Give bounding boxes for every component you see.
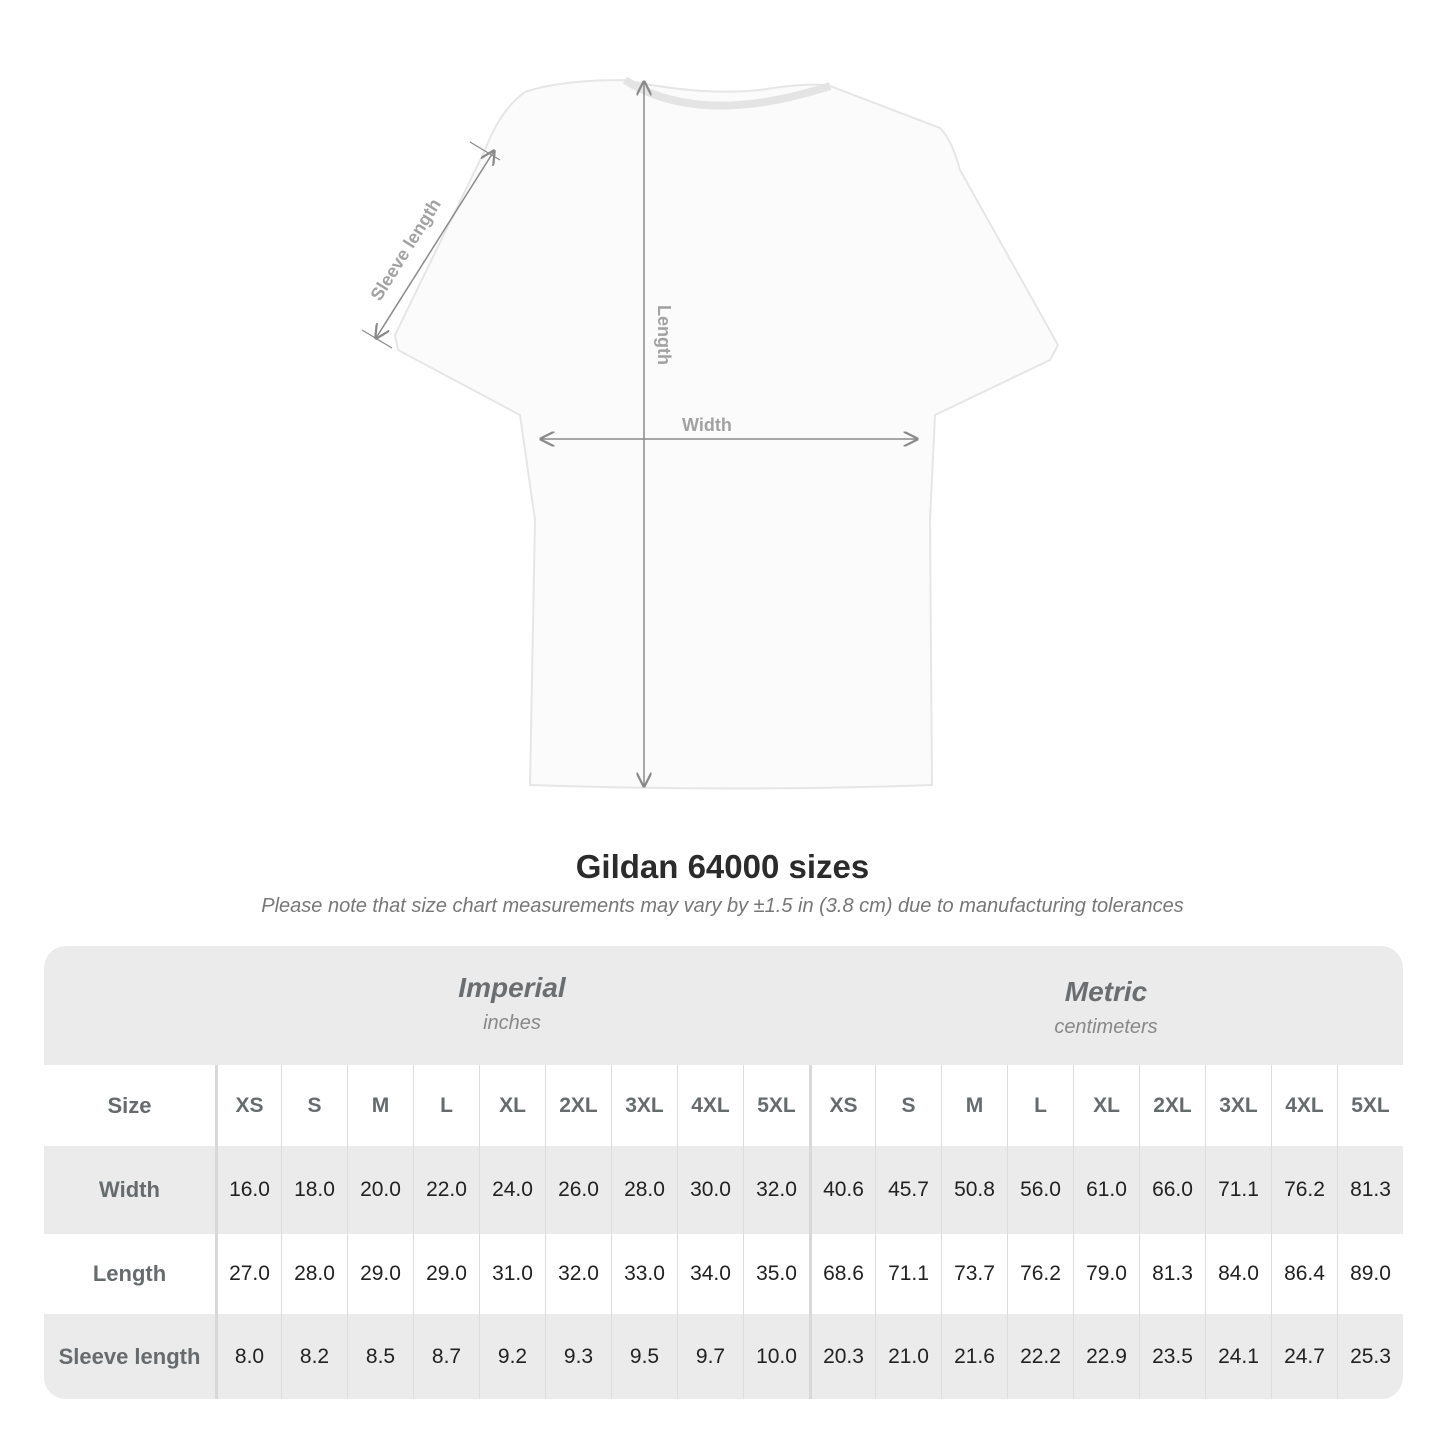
metric-value-cell: 68.6 [809,1234,875,1314]
size-header-cell: 3XL [1205,1065,1271,1146]
imperial-value-cell: 8.7 [413,1314,479,1399]
metric-value-cell: 24.1 [1205,1314,1271,1399]
metric-value-cell: 76.2 [1271,1146,1337,1234]
metric-value-cell: 84.0 [1205,1234,1271,1314]
imperial-value-cell: 28.0 [611,1146,677,1234]
imperial-value-cell: 9.3 [545,1314,611,1399]
imperial-value-cell: 35.0 [743,1234,809,1314]
metric-value-cell: 20.3 [809,1314,875,1399]
metric-value-cell: 21.0 [875,1314,941,1399]
sleeve-length-arrow [376,151,494,338]
imperial-value-cell: 33.0 [611,1234,677,1314]
tshirt-diagram: Sleeve length Length Width [361,76,1060,790]
imperial-value-cell: 29.0 [413,1234,479,1314]
metric-value-cell: 56.0 [1007,1146,1073,1234]
row-label: Length [92,1261,167,1286]
metric-value-cell: 73.7 [941,1234,1007,1314]
table-row: Sleeve length 8.0 8.2 8.5 8.7 9.2 9.3 9.5 9.7 10.… [44,1314,1403,1399]
metric-unit: centimeters [1054,1016,1158,1038]
imperial-value-cell: 31.0 [479,1234,545,1314]
length-label: Length [654,305,674,365]
metric-value-cell: 40.6 [809,1146,875,1234]
imperial-value-cell: 10.0 [743,1314,809,1399]
size-header-cell: 4XL [1271,1065,1337,1146]
size-header-cell: S [875,1065,941,1146]
table-row: Length 27.0 28.0 29.0 29.0 31.0 32.0 33.0 34.0 35… [44,1234,1403,1314]
size-header-cell: 5XL [1337,1065,1403,1146]
imperial-value-cell: 9.2 [479,1314,545,1399]
imperial-label: Imperial [458,972,566,1003]
metric-value-cell: 71.1 [875,1234,941,1314]
size-header-cell: 2XL [1139,1065,1205,1146]
table-row: Width 16.0 18.0 20.0 22.0 24.0 26.0 28.0 30.0 32.… [44,1146,1403,1234]
imperial-value-cell: 26.0 [545,1146,611,1234]
metric-value-cell: 23.5 [1139,1314,1205,1399]
imperial-value-cell: 8.0 [215,1314,281,1399]
size-table: Imperial inches Metric centimeters Size X… [44,946,1403,1399]
metric-value-cell: 61.0 [1073,1146,1139,1234]
width-label: Width [682,415,732,435]
size-header-cell: 5XL [743,1065,809,1146]
size-header-cell: 4XL [677,1065,743,1146]
size-header-cell: XL [1073,1065,1139,1146]
metric-value-cell: 81.3 [1337,1146,1403,1234]
row-label: Width [99,1177,160,1202]
metric-value-cell: 76.2 [1007,1234,1073,1314]
imperial-value-cell: 32.0 [743,1146,809,1234]
size-header-cell: XS [215,1065,281,1146]
metric-value-cell: 79.0 [1073,1234,1139,1314]
size-header-cell: XS [809,1065,875,1146]
imperial-value-cell: 30.0 [677,1146,743,1234]
metric-value-cell: 21.6 [941,1314,1007,1399]
imperial-value-cell: 29.0 [347,1234,413,1314]
metric-value-cell: 50.8 [941,1146,1007,1234]
size-header-cell: S [281,1065,347,1146]
size-header-row: Size XS S M L XL 2XL 3XL 4XL 5XL XS S M L XL 2XL 3XL 4XL 5… [44,1065,1403,1146]
metric-value-cell: 22.2 [1007,1314,1073,1399]
tolerance-note: Please note that size chart measurements… [261,895,1184,917]
imperial-value-cell: 32.0 [545,1234,611,1314]
imperial-value-cell: 34.0 [677,1234,743,1314]
metric-value-cell: 22.9 [1073,1314,1139,1399]
imperial-value-cell: 22.0 [413,1146,479,1234]
imperial-value-cell: 27.0 [215,1234,281,1314]
metric-value-cell: 89.0 [1337,1234,1403,1314]
imperial-value-cell: 28.0 [281,1234,347,1314]
metric-value-cell: 45.7 [875,1146,941,1234]
metric-value-cell: 24.7 [1271,1314,1337,1399]
metric-value-cell: 71.1 [1205,1146,1271,1234]
imperial-value-cell: 16.0 [215,1146,281,1234]
imperial-value-cell: 20.0 [347,1146,413,1234]
size-header-cell: L [1007,1065,1073,1146]
size-header-cell: 2XL [545,1065,611,1146]
imperial-value-cell: 9.7 [677,1314,743,1399]
page-title: Gildan 64000 sizes [575,848,870,885]
size-label: Size [107,1092,152,1118]
size-header-cell: M [941,1065,1007,1146]
size-header-cell: 3XL [611,1065,677,1146]
metric-value-cell: 66.0 [1139,1146,1205,1234]
imperial-unit: inches [483,1012,541,1034]
row-label: Sleeve length [58,1343,201,1369]
imperial-value-cell: 8.2 [281,1314,347,1399]
imperial-value-cell: 24.0 [479,1146,545,1234]
imperial-value-cell: 18.0 [281,1146,347,1234]
metric-value-cell: 25.3 [1337,1314,1403,1399]
size-header-cell: L [413,1065,479,1146]
imperial-header: Imperial inches [215,946,809,1064]
imperial-value-cell: 8.5 [347,1314,413,1399]
size-header-cell: XL [479,1065,545,1146]
metric-label: Metric [1064,976,1148,1007]
size-header-cell: M [347,1065,413,1146]
metric-value-cell: 81.3 [1139,1234,1205,1314]
imperial-value-cell: 9.5 [611,1314,677,1399]
metric-header: Metric centimeters [809,946,1403,1064]
metric-value-cell: 86.4 [1271,1234,1337,1314]
